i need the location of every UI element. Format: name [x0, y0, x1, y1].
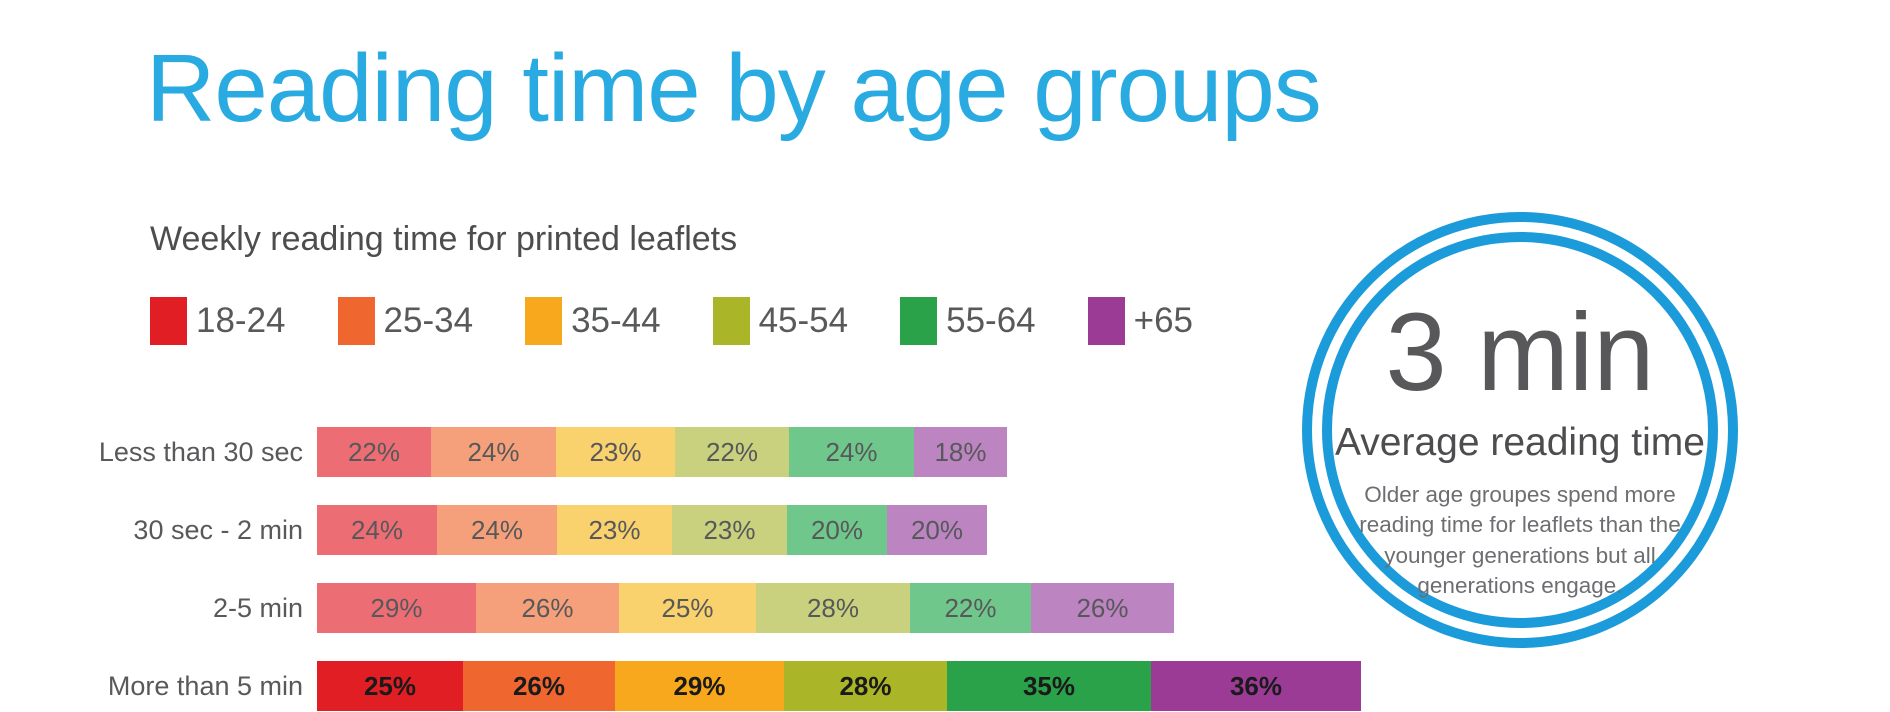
badge-value: 3 min [1385, 291, 1655, 414]
bar: 24% 24% 23% 23% 20% 20% [317, 505, 987, 555]
bar-segment-25-34: 26% [476, 583, 619, 633]
row-label: 30 sec - 2 min [133, 514, 303, 545]
bar-row: 30 sec - 2 min 24% 24% 23% 23% 20% 20% [0, 505, 1361, 555]
bar-segment-25-34: 24% [437, 505, 557, 555]
bar-segment-18-24: 24% [317, 505, 437, 555]
row-label: More than 5 min [107, 670, 303, 701]
bar-row: 2-5 min 29% 26% 25% 28% 22% 26% [0, 583, 1361, 633]
legend-label: 55-64 [946, 301, 1036, 340]
legend-label: 18-24 [196, 301, 286, 340]
legend-label: 45-54 [758, 301, 849, 340]
chart-subtitle: Weekly reading time for printed leaflets [150, 220, 738, 258]
legend-swatch [712, 297, 750, 345]
legend-swatch [150, 297, 187, 345]
legend-swatch [525, 297, 563, 345]
bar-segment-65: 18% [914, 427, 1007, 477]
bar-segment-35-44: 29% [615, 661, 784, 711]
bar-segment-35-44: 25% [619, 583, 756, 633]
legend-swatch [1087, 297, 1125, 345]
bar-row: More than 5 min 25% 26% 29% 28% 35% 36% [0, 661, 1361, 711]
bar-segment-18-24: 25% [317, 661, 463, 711]
stacked-bar-chart: Less than 30 sec 22% 24% 23% 22% 24% 18% 30 sec… [0, 427, 1361, 712]
bar-segment-55-64: 24% [789, 427, 914, 477]
legend: 18-24 25-34 35-44 45-54 55-64 +65 [150, 297, 1193, 345]
row-label: Less than 30 sec [98, 436, 303, 467]
bar: 25% 26% 29% 28% 35% 36% [317, 661, 1361, 711]
bar-row: Less than 30 sec 22% 24% 23% 22% 24% 18% [0, 427, 1361, 477]
bar-segment-18-24: 22% [317, 427, 431, 477]
bar-segment-25-34: 26% [463, 661, 615, 711]
bar-segment-45-54: 28% [756, 583, 910, 633]
bar-segment-45-54: 23% [672, 505, 787, 555]
legend-item-35-44: 35-44 [525, 297, 661, 345]
average-reading-time-badge: 3 min Average reading time Older age gro… [1302, 212, 1738, 648]
bar-segment-45-54: 22% [675, 427, 789, 477]
legend-item-65: +65 [1087, 297, 1194, 345]
legend-label: +65 [1133, 301, 1194, 340]
bar-segment-35-44: 23% [557, 505, 672, 555]
row-label: 2-5 min [212, 592, 303, 623]
bar-segment-45-54: 28% [784, 661, 947, 711]
legend-item-18-24: 18-24 [150, 297, 286, 345]
page-title: Reading time by age groups [146, 35, 1322, 142]
bar-segment-18-24: 29% [317, 583, 476, 633]
bar-segment-55-64: 22% [910, 583, 1031, 633]
bar-segment-55-64: 20% [787, 505, 887, 555]
bar-segment-55-64: 35% [947, 661, 1151, 711]
legend-swatch [337, 297, 375, 345]
bar-segment-65: 36% [1151, 661, 1361, 711]
bar: 29% 26% 25% 28% 22% 26% [317, 583, 1174, 633]
bar-segment-25-34: 24% [431, 427, 556, 477]
bar: 22% 24% 23% 22% 24% 18% [317, 427, 1007, 477]
bar-segment-35-44: 23% [556, 427, 675, 477]
legend-label: 25-34 [383, 301, 474, 340]
legend-label: 35-44 [571, 301, 661, 340]
legend-swatch [900, 297, 938, 345]
legend-item-55-64: 55-64 [900, 297, 1036, 345]
bar-segment-65: 26% [1031, 583, 1174, 633]
legend-item-25-34: 25-34 [337, 297, 474, 345]
bar-segment-65: 20% [887, 505, 987, 555]
badge-inner-ring: 3 min Average reading time Older age gro… [1322, 232, 1718, 628]
legend-item-45-54: 45-54 [712, 297, 849, 345]
badge-label: Average reading time [1334, 421, 1705, 464]
badge-description: Older age groupes spend more reading tim… [1359, 482, 1681, 599]
